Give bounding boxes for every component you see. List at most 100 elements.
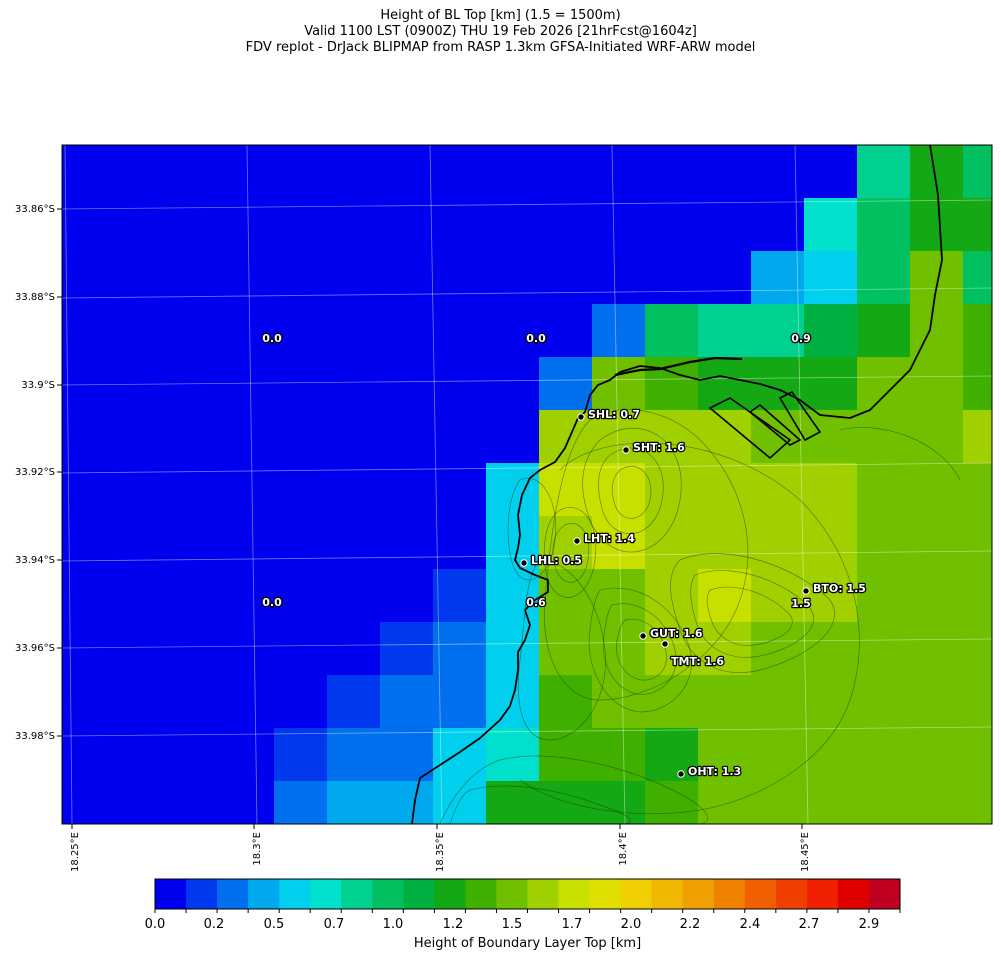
bl-cell [963, 622, 992, 676]
grid-value-label-text: 0.0 [262, 596, 282, 609]
colorbar-swatch [403, 879, 435, 909]
bl-cell [804, 251, 858, 305]
bl-cell [486, 781, 540, 824]
bl-cell [592, 304, 646, 358]
station-label-text: LHL: 0.5 [531, 554, 582, 567]
colorbar-tick-label: 2.4 [739, 917, 761, 932]
colorbar-tick-label: 0.5 [263, 917, 285, 932]
longitude-axis: 18.25°E 18.3°E 18.35°E 18.4°E 18.45°E [70, 824, 811, 872]
bl-cell [592, 781, 646, 824]
coastline [411, 145, 943, 824]
grid-value-label-text: 1.5 [791, 597, 811, 610]
bl-cell [380, 781, 434, 824]
grid-value-label: 0.60.6 [525, 595, 547, 611]
colorbar-swatch [496, 879, 528, 909]
lat-tick-label: 33.88°S [15, 292, 55, 303]
station-marker [573, 537, 581, 545]
colorbar-swatch [558, 879, 591, 909]
grid-value-label-text: 0.6 [526, 596, 546, 609]
bl-cell [804, 781, 858, 824]
bl-cell [433, 569, 487, 623]
bl-cell [645, 728, 699, 782]
colorbar-title: Height of Boundary Layer Top [km] [413, 936, 642, 951]
map-frame [61, 144, 993, 825]
bl-cell [698, 410, 752, 464]
bl-cell [804, 675, 858, 729]
station-label-text: TMT: 1.6 [671, 655, 724, 668]
bl-cell [486, 463, 540, 517]
bl-cell [592, 463, 646, 517]
bl-cell [539, 622, 593, 676]
colorbar-tick-label: 0.2 [203, 917, 225, 932]
bl-cell [751, 781, 805, 824]
bl-cell [963, 728, 992, 782]
bl-cell [486, 622, 540, 676]
station-label-text: SHL: 0.7 [588, 408, 640, 421]
bl-cell [698, 622, 752, 676]
bl-cell [963, 198, 992, 252]
colorbar-tick-label: 2.9 [858, 917, 880, 932]
colorbar-tick-label: 2.2 [679, 917, 701, 932]
bl-cell [592, 675, 646, 729]
station-marker [577, 413, 585, 421]
station-marker [622, 446, 630, 454]
bl-cell [804, 516, 858, 570]
bl-cell [751, 569, 805, 623]
station-label-text: SHL: 0.7 [588, 408, 640, 421]
lat-tick-label: 33.86°S [15, 204, 55, 215]
colorbar-swatch [186, 879, 218, 909]
bl-cell [910, 622, 964, 676]
bl-cell [857, 145, 911, 199]
bl-cell [592, 622, 646, 676]
bl-cell [539, 357, 593, 411]
bl-cell [857, 728, 911, 782]
colorbar-swatch [837, 879, 870, 909]
station-label-text: OHT: 1.3 [688, 765, 741, 778]
station-marker [677, 770, 685, 778]
bl-cell [857, 569, 911, 623]
bl-height-cells [274, 145, 992, 824]
colorbar-swatch [527, 879, 560, 909]
terrain-contours [439, 409, 961, 824]
bl-cell [910, 410, 964, 464]
grid-value-label-text: 0.9 [791, 332, 811, 345]
harbour-pier-east [778, 390, 822, 442]
bl-cell [433, 622, 487, 676]
breakwater [614, 356, 743, 377]
colorbar-swatch [434, 879, 466, 909]
grid-value-label: 0.90.9 [790, 331, 812, 347]
lat-tick-label: 33.94°S [15, 555, 55, 566]
bl-cell [963, 145, 992, 199]
colorbar-swatch [744, 879, 777, 909]
bl-cell [910, 569, 964, 623]
bl-cell [751, 304, 805, 358]
station-label-text: BTO: 1.5 [813, 582, 866, 595]
bl-cell [804, 463, 858, 517]
bl-cell [698, 569, 752, 623]
colorbar-swatch [620, 879, 653, 909]
grid-value-label-text: 0.0 [526, 332, 546, 345]
grid-value-label: 0.00.0 [261, 595, 283, 611]
colorbar-swatch [310, 879, 342, 909]
bl-cell [592, 728, 646, 782]
bl-cell [751, 251, 805, 305]
harbour-basin [708, 397, 792, 460]
harbour-pier [748, 403, 802, 446]
grid-value-label-text: 0.0 [262, 332, 282, 345]
bl-cell [857, 675, 911, 729]
bl-cell [857, 410, 911, 464]
bl-cell [751, 675, 805, 729]
colorbar-swatch [465, 879, 497, 909]
bl-cell [963, 569, 992, 623]
bl-cell [539, 781, 593, 824]
lon-tick-label: 18.25°E [70, 832, 81, 872]
lat-tick-label: 33.96°S [15, 643, 55, 654]
bl-cell [645, 463, 699, 517]
bl-cell [645, 675, 699, 729]
bl-cell [433, 728, 487, 782]
lat-tick-label: 33.98°S [15, 731, 55, 742]
bl-cell [963, 251, 992, 305]
bl-cell [327, 728, 381, 782]
bl-cell [910, 728, 964, 782]
